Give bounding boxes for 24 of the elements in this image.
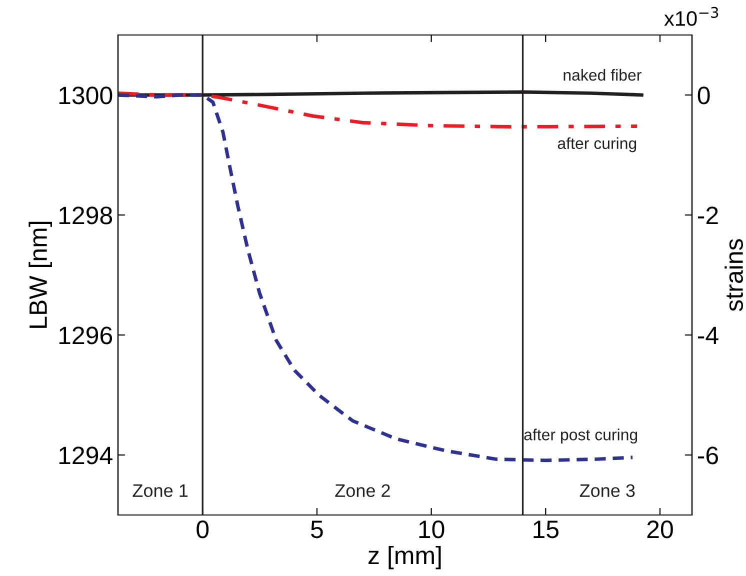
series-label: after curing — [558, 137, 636, 152]
y2-tick-label: -2 — [698, 206, 718, 224]
x-tick-label: 15 — [534, 520, 558, 538]
annotation: Zone 1 — [132, 484, 188, 498]
y-axis-title: LBW [nm] — [28, 222, 52, 328]
x-tick-label: 0 — [196, 520, 209, 538]
y2-tick-label: -4 — [698, 326, 718, 344]
x-tick-label: 5 — [311, 520, 323, 538]
y-tick-label: 1296 — [59, 326, 112, 344]
x-tick-label: 20 — [647, 520, 673, 538]
text: x10$^{−3}$ — [664, 6, 718, 26]
series-label: naked fiber — [564, 69, 642, 81]
annotation: Zone 2 — [335, 484, 390, 498]
y2-tick-label: -6 — [698, 446, 718, 464]
y2-tick-label: 0 — [698, 86, 710, 104]
annotation: Zone 3 — [580, 484, 635, 498]
y2-axis-title: strains — [724, 239, 744, 312]
y-tick-label: 1300 — [59, 86, 112, 104]
x-axis-title: z [mm] — [368, 546, 441, 570]
line-series — [118, 91, 639, 129]
x-tick-label: 10 — [419, 520, 444, 538]
y-tick-label: 1298 — [59, 206, 112, 224]
y-tick-label: 1294 — [59, 446, 112, 464]
series-label: after post curing — [524, 428, 638, 444]
